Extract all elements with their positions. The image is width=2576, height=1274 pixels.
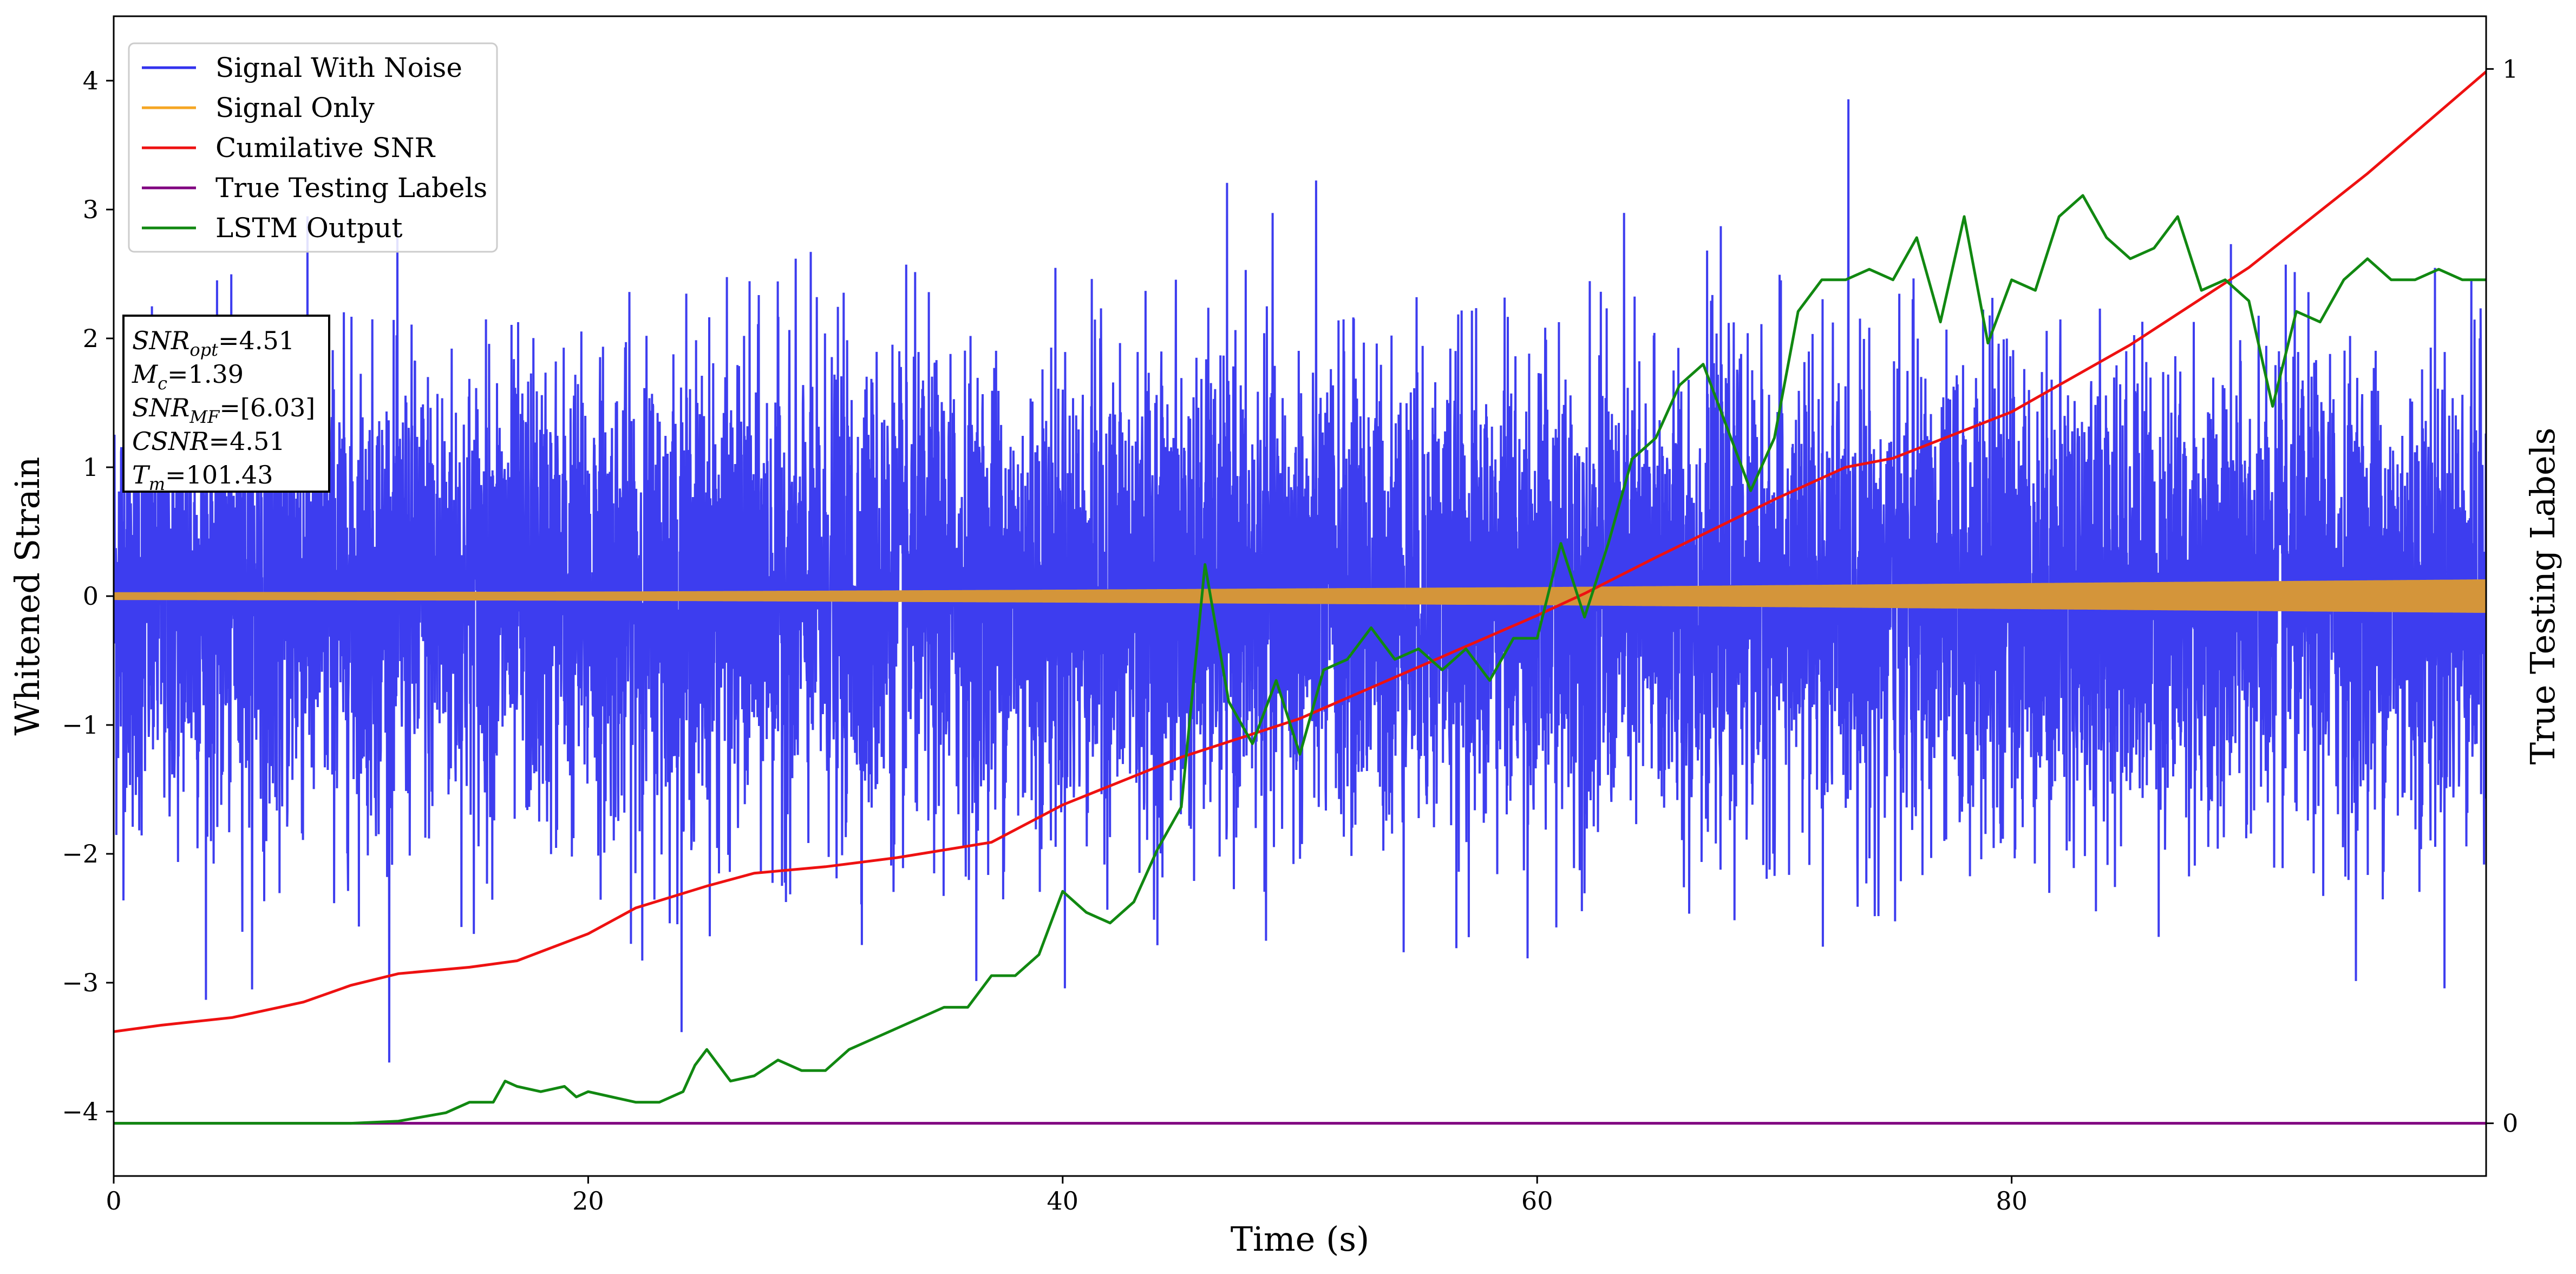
- annotation-value: =[6.03]: [219, 393, 315, 422]
- annotation-value: =1.39: [167, 360, 244, 389]
- annotation-value: =101.43: [165, 460, 273, 489]
- x-tick-label: 40: [1047, 1186, 1079, 1216]
- y2-axis-ticks: 01: [2486, 54, 2518, 1138]
- y-axis-label: Whitened Strain: [8, 457, 47, 736]
- series-lstm-output: [114, 194, 2486, 1125]
- y-axis-ticks: −4 −3 −2 −1 0 1 2 3 4: [62, 66, 114, 1126]
- annotation-variable: SNR: [132, 393, 189, 422]
- x-axis-ticks: 0 20 40 60 80: [106, 1176, 2028, 1216]
- y-tick-label: 2: [83, 324, 99, 353]
- y-tick-label: −2: [62, 839, 99, 868]
- y-tick-label: 0: [83, 582, 99, 611]
- annotation-value: =4.51: [209, 427, 285, 456]
- y-tick-label: −4: [62, 1097, 99, 1126]
- annotation-subscript: opt: [189, 339, 218, 360]
- annotation-subscript: m: [149, 474, 165, 494]
- y-tick-label: 3: [83, 195, 99, 224]
- legend-label: Signal With Noise: [215, 52, 462, 83]
- annotation-line: Tm=101.43: [132, 460, 273, 494]
- series-layer: [114, 70, 2486, 1125]
- annotation-line: Mc=1.39: [132, 360, 244, 394]
- annotation-line: SNRopt=4.51: [132, 326, 295, 360]
- annotation-line: CSNR=4.51: [132, 427, 285, 456]
- annotation-value: =4.51: [218, 326, 295, 355]
- annotation-variable: CSNR: [132, 427, 209, 456]
- x-tick-label: 80: [1996, 1186, 2028, 1216]
- y2-tick-label: 1: [2502, 54, 2518, 83]
- y2-tick-label: 0: [2502, 1109, 2518, 1138]
- legend-label: Cumilative SNR: [215, 132, 435, 164]
- x-tick-label: 20: [572, 1186, 604, 1216]
- annotation-box: [122, 315, 330, 493]
- y-tick-label: −3: [62, 968, 99, 997]
- series-signal-only: [114, 579, 2486, 613]
- series-signal-with-noise: [114, 99, 2486, 1063]
- x-tick-label: 0: [106, 1186, 121, 1216]
- annotation-variable: SNR: [132, 326, 189, 355]
- legend: Signal With Noise Signal Only Cumilative S…: [128, 42, 498, 253]
- annotation-subscript: c: [158, 373, 167, 394]
- annotation-variable: M: [132, 360, 159, 389]
- annotation-variable: T: [132, 460, 151, 489]
- y-tick-label: 4: [83, 66, 99, 95]
- legend-box: [128, 42, 498, 253]
- legend-label: LSTM Output: [215, 212, 402, 244]
- legend-label: Signal Only: [215, 92, 375, 123]
- series-cumilative-snr: [114, 70, 2486, 1033]
- y-tick-label: 1: [83, 453, 99, 482]
- annotation-subscript: MF: [189, 407, 220, 427]
- y2-axis-label: True Testing Labels: [2523, 428, 2562, 765]
- annotation-line: SNRMF=[6.03]: [132, 393, 315, 427]
- x-axis-label: Time (s): [1231, 1219, 1370, 1259]
- y-tick-label: −1: [62, 710, 99, 740]
- legend-label: True Testing Labels: [215, 172, 487, 204]
- parameter-annotation: SNRopt=4.51Mc=1.39SNRMF=[6.03]CSNR=4.51T…: [122, 315, 330, 494]
- x-tick-label: 60: [1521, 1186, 1553, 1216]
